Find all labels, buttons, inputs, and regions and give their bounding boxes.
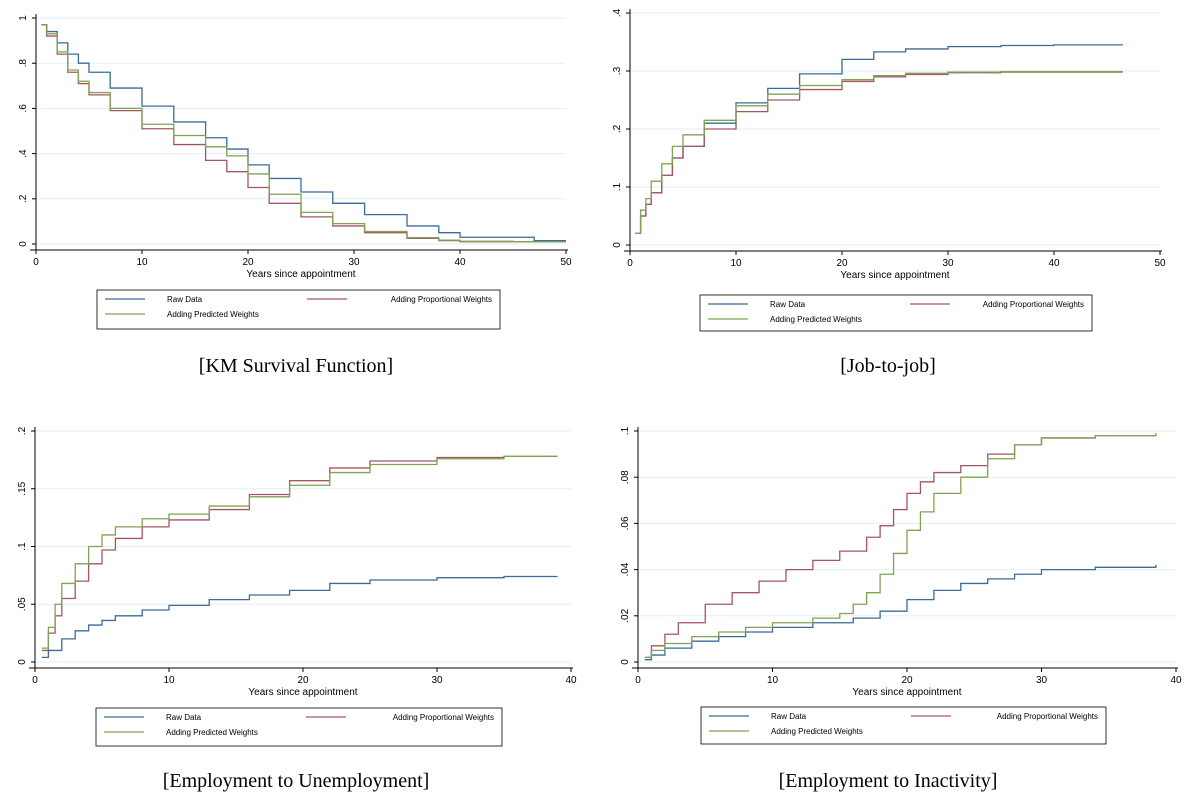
- legend-label-prop: Adding Proportional Weights: [983, 300, 1084, 309]
- y-tick-label: 0: [620, 659, 631, 665]
- y-tick-label: .1: [620, 426, 631, 435]
- legend-label-pred: Adding Predicted Weights: [770, 315, 862, 324]
- caption-emp-to-unemp: [Employment to Unemployment]: [162, 770, 430, 792]
- chart-emp-to-unemp: 0 .05 .1 .15 .2 0 10 20 30 40 Years since appointm…: [17, 426, 577, 747]
- y-tick-label: .4: [18, 149, 29, 158]
- series-line-pred: [41, 455, 558, 649]
- x-tick-label: 20: [242, 257, 254, 268]
- series-line-raw: [635, 44, 1123, 235]
- caption-emp-to-inact: [Employment to Inactivity]: [778, 770, 998, 792]
- x-tick-label: 50: [1154, 258, 1166, 269]
- x-tick-label: 10: [767, 675, 779, 686]
- x-tick-label: 10: [730, 258, 742, 269]
- series-line-pred: [635, 70, 1123, 235]
- legend-label-pred: Adding Predicted Weights: [166, 728, 258, 737]
- x-tick-label: 40: [454, 257, 466, 268]
- y-tick-label: .06: [620, 516, 631, 530]
- panel-emp-to-unemp: 0 .05 .1 .15 .2 0 10 20 30 40 Years since appointm…: [0, 400, 592, 800]
- y-tick-label: .6: [18, 104, 29, 113]
- y-tick-label: 0: [612, 242, 623, 248]
- y-tick-label: .04: [620, 562, 631, 576]
- series-line-raw: [644, 564, 1157, 661]
- x-tick-label: 0: [32, 675, 38, 686]
- y-tick-label: .2: [612, 124, 623, 133]
- y-tick-label: .05: [17, 597, 28, 611]
- panel-km-survival: 0.2.4.6.8 1 0 10 20 30 40 50 Years since appoint…: [0, 0, 592, 400]
- legend-label-raw: Raw Data: [167, 295, 203, 304]
- x-tick-label: 10: [136, 257, 148, 268]
- series-line-raw: [41, 575, 558, 659]
- y-tick-label: 0: [17, 659, 28, 665]
- legend-box: [96, 289, 501, 330]
- legend: Raw Data Adding Proportional Weights Addin…: [95, 707, 503, 747]
- legend: Raw Data Adding Proportional Weights Addin…: [699, 294, 1093, 332]
- panel-emp-to-inact: 0 .02 .04 .06 .08 .1 0 10 20 30 40 Years since appo…: [592, 400, 1184, 800]
- y-tick-label: 0: [18, 241, 29, 247]
- x-tick-label: 40: [565, 675, 577, 686]
- y-tick-label: .1: [612, 182, 623, 191]
- legend-label-raw: Raw Data: [166, 713, 202, 722]
- legend-label-raw: Raw Data: [771, 712, 807, 721]
- y-tick-label: .2: [17, 426, 28, 435]
- caption-km-survival: [KM Survival Function]: [198, 355, 394, 377]
- legend-box: [95, 707, 503, 747]
- legend-label-prop: Adding Proportional Weights: [393, 713, 494, 722]
- x-tick-label: 20: [836, 258, 848, 269]
- y-tick-label: .08: [620, 470, 631, 484]
- x-tick-label: 0: [635, 675, 641, 686]
- y-tick-label: .4: [612, 8, 623, 17]
- x-axis-label: Years since appointment: [852, 687, 961, 698]
- x-tick-label: 30: [1036, 675, 1048, 686]
- x-tick-label: 20: [297, 675, 309, 686]
- legend-label-prop: Adding Proportional Weights: [391, 295, 492, 304]
- panel-job-to-job: 0 .1 .2 .3 .4 0 10 20 30 40 50 Years since appointm…: [592, 0, 1184, 400]
- x-tick-label: 10: [163, 675, 175, 686]
- y-tick-label: 1: [18, 15, 29, 21]
- y-tick-label: .15: [17, 481, 28, 495]
- legend: Raw Data Adding Proportional Weights Addin…: [96, 289, 501, 330]
- legend-label-pred: Adding Predicted Weights: [771, 727, 863, 736]
- series-line-prop: [41, 24, 566, 243]
- x-tick-label: 0: [627, 258, 633, 269]
- x-tick-label: 40: [1170, 675, 1182, 686]
- legend-label-prop: Adding Proportional Weights: [997, 712, 1098, 721]
- y-tick-label: .02: [620, 608, 631, 622]
- series-line-prop: [635, 71, 1123, 235]
- x-axis-label: Years since appointment: [840, 270, 949, 281]
- x-tick-label: 0: [33, 257, 39, 268]
- series-line-pred: [41, 24, 566, 243]
- y-tick-label: .2: [18, 194, 29, 203]
- series-line-raw: [41, 24, 566, 242]
- chart-job-to-job: 0 .1 .2 .3 .4 0 10 20 30 40 50 Years since appointm…: [612, 8, 1166, 332]
- y-tick-label: .8: [18, 59, 29, 68]
- x-tick-label: 30: [431, 675, 443, 686]
- y-tick-label: .1: [17, 542, 28, 551]
- x-tick-label: 30: [942, 258, 954, 269]
- legend-label-pred: Adding Predicted Weights: [167, 310, 259, 319]
- x-tick-label: 20: [901, 675, 913, 686]
- x-tick-label: 50: [560, 257, 572, 268]
- legend-box: [699, 294, 1093, 332]
- legend-label-raw: Raw Data: [770, 300, 806, 309]
- caption-job-to-job: [Job-to-job]: [840, 355, 936, 377]
- x-axis-label: Years since appointment: [248, 687, 357, 698]
- y-tick-label: .3: [612, 66, 623, 75]
- legend-box: [700, 706, 1107, 745]
- chart-emp-to-inact: 0 .02 .04 .06 .08 .1 0 10 20 30 40 Years since appo…: [620, 426, 1182, 745]
- x-tick-label: 30: [348, 257, 360, 268]
- series-line-prop: [644, 433, 1157, 659]
- x-axis-label: Years since appointment: [246, 269, 355, 280]
- legend: Raw Data Adding Proportional Weights Addin…: [700, 706, 1107, 745]
- series-line-pred: [644, 433, 1157, 659]
- x-tick-label: 40: [1048, 258, 1060, 269]
